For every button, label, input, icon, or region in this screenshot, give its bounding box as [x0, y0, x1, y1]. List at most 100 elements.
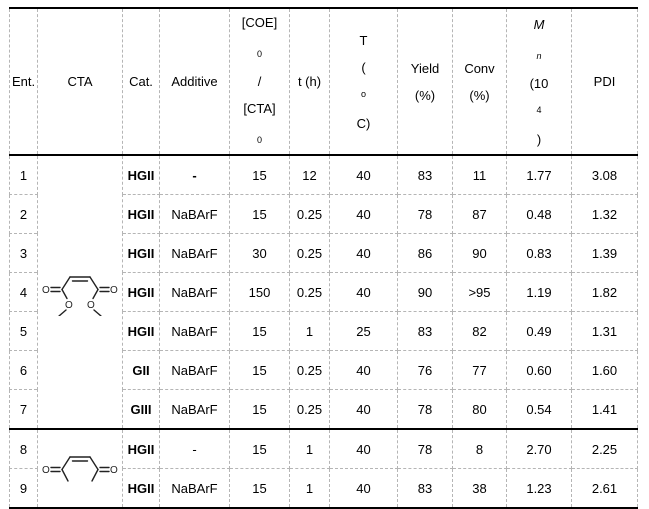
cta-structure-hexenedione-cell: O O — [37, 428, 123, 509]
cell-ratio: 150 — [229, 272, 290, 312]
cell-pdi: 3.08 — [571, 154, 638, 195]
cell-mn: 0.60 — [506, 350, 572, 390]
cell-entry: 5 — [9, 311, 38, 351]
cell-time: 0.25 — [289, 350, 330, 390]
header-row: Ent. CTA Cat. Additive [COE] 0/ [CTA] 0 t … — [9, 7, 638, 156]
cell-temperature: 25 — [329, 311, 398, 351]
cell-conversion: >95 — [452, 272, 507, 312]
cell-temperature: 40 — [329, 233, 398, 273]
table-row-7: 7 GIII NaBArF 15 0.25 40 78 80 0.54 1.41 — [9, 389, 638, 430]
ester-oxygen-label: O — [65, 300, 73, 311]
cell-mn: 0.54 — [506, 389, 572, 430]
cell-entry: 4 — [9, 272, 38, 312]
cell-yield: 78 — [397, 194, 453, 234]
cell-entry: 8 — [9, 428, 38, 469]
col-header-conversion: Conv (%) — [452, 7, 507, 156]
cell-entry: 6 — [9, 350, 38, 390]
results-table: Ent. CTA Cat. Additive [COE] 0/ [CTA] 0 t … — [9, 7, 638, 509]
cell-time: 0.25 — [289, 233, 330, 273]
cell-additive: - — [159, 428, 230, 469]
cell-entry: 9 — [9, 468, 38, 509]
cell-conversion: 38 — [452, 468, 507, 509]
cell-entry: 1 — [9, 154, 38, 195]
cell-catalyst: HGII — [122, 468, 160, 509]
cell-conversion: 80 — [452, 389, 507, 430]
cell-ratio: 15 — [229, 311, 290, 351]
cell-catalyst: GII — [122, 350, 160, 390]
col-header-temperature: T (o C) — [329, 7, 398, 156]
cell-conversion: 82 — [452, 311, 507, 351]
cell-time: 1 — [289, 311, 330, 351]
col-header-pdi: PDI — [571, 7, 638, 156]
cell-additive: NaBArF — [159, 350, 230, 390]
cell-pdi: 2.61 — [571, 468, 638, 509]
cell-mn: 1.19 — [506, 272, 572, 312]
cell-time: 0.25 — [289, 272, 330, 312]
cell-yield: 83 — [397, 154, 453, 195]
cell-yield: 78 — [397, 389, 453, 430]
table-row-4: 4 HGII NaBArF 150 0.25 40 90 >95 1.19 1.… — [9, 272, 638, 312]
cell-pdi: 2.25 — [571, 428, 638, 469]
cell-ratio: 15 — [229, 194, 290, 234]
cell-time: 1 — [289, 468, 330, 509]
cell-mn: 1.77 — [506, 154, 572, 195]
cell-entry: 3 — [9, 233, 38, 273]
cell-mn: 2.70 — [506, 428, 572, 469]
cell-entry: 2 — [9, 194, 38, 234]
cell-catalyst: HGII — [122, 154, 160, 195]
cell-pdi: 1.32 — [571, 194, 638, 234]
oxygen-label: O — [42, 285, 50, 296]
cell-additive: NaBArF — [159, 468, 230, 509]
cell-additive: NaBArF — [159, 272, 230, 312]
cell-time: 1 — [289, 428, 330, 469]
oxygen-label: O — [42, 465, 50, 476]
cell-temperature: 40 — [329, 272, 398, 312]
yield-line1: Yield — [410, 60, 440, 76]
cell-ratio: 15 — [229, 428, 290, 469]
cell-conversion: 11 — [452, 154, 507, 195]
cell-mn: 0.48 — [506, 194, 572, 234]
cell-conversion: 8 — [452, 428, 507, 469]
conv-line1: Conv — [464, 60, 495, 76]
cell-mn: 0.83 — [506, 233, 572, 273]
mn-line2: (10 4) — [529, 75, 549, 147]
table-row-5: 5 HGII NaBArF 15 1 25 83 82 0.49 1.31 — [9, 311, 638, 351]
cell-yield: 90 — [397, 272, 453, 312]
cell-catalyst: HGII — [122, 272, 160, 312]
cell-temperature: 40 — [329, 194, 398, 234]
cell-pdi: 1.39 — [571, 233, 638, 273]
cell-pdi: 1.60 — [571, 350, 638, 390]
cell-yield: 83 — [397, 311, 453, 351]
cell-pdi: 1.31 — [571, 311, 638, 351]
cell-temperature: 40 — [329, 428, 398, 469]
oxygen-label: O — [110, 465, 118, 476]
temp-line1: T — [359, 32, 368, 48]
cis-hex-3-ene-2,5-dione-structure: O O — [42, 456, 118, 482]
cell-conversion: 87 — [452, 194, 507, 234]
cell-time: 0.25 — [289, 389, 330, 430]
cta-structure-dimethyl-maleate-cell: O O O O — [37, 154, 123, 430]
cell-catalyst: HGII — [122, 428, 160, 469]
page: Ent. CTA Cat. Additive [COE] 0/ [CTA] 0 t … — [9, 7, 638, 509]
cell-ratio: 15 — [229, 350, 290, 390]
cell-ratio: 30 — [229, 233, 290, 273]
conv-line2: (%) — [469, 87, 490, 103]
cell-pdi: 1.41 — [571, 389, 638, 430]
cell-mn: 1.23 — [506, 468, 572, 509]
cell-yield: 86 — [397, 233, 453, 273]
cell-ratio: 15 — [229, 389, 290, 430]
table-row-8: 8 O O HGII - 15 1 40 78 8 — [9, 428, 638, 509]
col-header-yield: Yield (%) — [397, 7, 453, 156]
cell-time: 0.25 — [289, 194, 330, 234]
yield-line2: (%) — [414, 87, 436, 103]
ester-oxygen-label: O — [87, 300, 95, 311]
cell-time: 12 — [289, 154, 330, 195]
cell-catalyst: HGII — [122, 194, 160, 234]
temp-line2: (o C) — [356, 59, 371, 131]
cell-yield: 83 — [397, 468, 453, 509]
cell-mn: 0.49 — [506, 311, 572, 351]
cell-additive: NaBArF — [159, 311, 230, 351]
cell-entry: 7 — [9, 389, 38, 430]
